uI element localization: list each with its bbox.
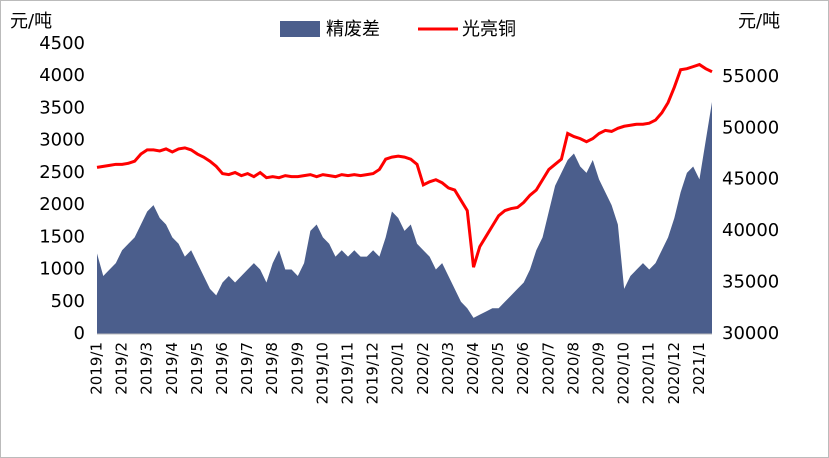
x-tick-label: 2020/7: [539, 342, 557, 395]
x-tick-label: 2020/2: [414, 342, 432, 395]
y-tick-label: 4500: [39, 33, 85, 54]
y-tick-label: 1000: [39, 259, 85, 280]
y2-tick-label: 40000: [722, 220, 779, 241]
x-tick-label: 2019/8: [263, 342, 281, 395]
x-tick-label: 2020/8: [564, 342, 582, 395]
y2-tick-label: 45000: [722, 169, 779, 190]
area: [97, 102, 712, 334]
y2-tick-label: 35000: [722, 272, 779, 293]
x-tick-label: 2019/6: [213, 342, 231, 395]
x-tick-label: 2020/5: [489, 342, 507, 395]
legend-label: 精废差: [326, 19, 380, 40]
legend-label: 光亮铜: [462, 19, 516, 40]
x-tick-label: 2020/9: [590, 342, 608, 395]
legend-swatch: [280, 21, 320, 37]
x-tick-label: 2019/2: [113, 342, 131, 395]
y2-axis-label: 元/吨: [738, 11, 780, 32]
y-tick-label: 500: [51, 291, 85, 312]
y2-tick-label: 50000: [722, 117, 779, 138]
y-tick-label: 0: [74, 323, 85, 344]
x-tick-label: 2019/4: [163, 342, 181, 395]
x-tick-label: 2020/6: [514, 342, 532, 395]
y-tick-label: 3000: [39, 130, 85, 151]
x-tick-label: 2020/1: [389, 342, 407, 395]
x-tick-label: 2019/1: [88, 342, 106, 395]
y-tick-label: 3500: [39, 97, 85, 118]
x-tick-label: 2020/3: [439, 342, 457, 395]
y-axis-label: 元/吨: [10, 11, 52, 32]
y-tick-label: 4000: [39, 65, 85, 86]
x-tick-label: 2020/11: [640, 342, 658, 404]
y2-tick-label: 30000: [722, 323, 779, 344]
y-tick-label: 2000: [39, 194, 85, 215]
x-tick-label: 2019/3: [138, 342, 156, 395]
line: [96, 62, 713, 268]
x-tick-label: 2019/11: [339, 342, 357, 404]
y2-tick-label: 55000: [722, 66, 779, 87]
y-tick-label: 2500: [39, 162, 85, 183]
x-tick-label: 2020/10: [615, 342, 633, 404]
y-tick-label: 1500: [39, 226, 85, 247]
x-tick-label: 2019/9: [288, 342, 306, 395]
x-tick-label: 2019/7: [238, 342, 256, 395]
x-tick-label: 2021/1: [690, 342, 708, 395]
x-tick-label: 2019/5: [188, 342, 206, 395]
x-tick-label: 2020/12: [665, 342, 683, 404]
x-tick-label: 2019/12: [364, 342, 382, 404]
x-tick-label: 2019/10: [313, 342, 331, 404]
x-tick-label: 2020/4: [464, 342, 482, 395]
